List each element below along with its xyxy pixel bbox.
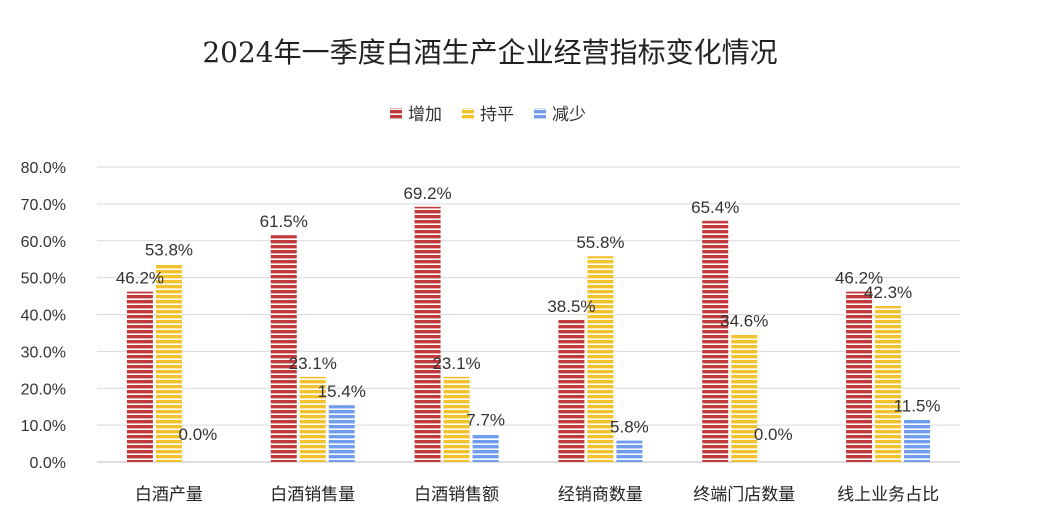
bar: [558, 320, 585, 462]
bar: [702, 220, 729, 462]
bar: [299, 376, 326, 462]
legend-swatch: [462, 108, 474, 120]
data-label: 61.5%: [260, 212, 308, 231]
legend-label: 减少: [552, 105, 586, 125]
legend-swatch: [390, 108, 402, 120]
data-label: 5.8%: [610, 418, 649, 437]
bar: [414, 206, 441, 462]
y-tick-label: 20.0%: [21, 381, 66, 398]
data-label: 15.4%: [318, 382, 366, 401]
bar: [472, 433, 499, 462]
data-label: 46.2%: [116, 269, 164, 288]
y-tick-label: 80.0%: [21, 160, 66, 177]
y-tick-label: 70.0%: [21, 197, 66, 214]
data-label: 53.8%: [145, 241, 193, 260]
legend-item: 增加: [390, 105, 442, 125]
chart-title: 2024年一季度白酒生产企业经营指标变化情况: [202, 36, 777, 69]
category-label: 白酒产量: [135, 485, 203, 505]
data-label: 55.8%: [576, 233, 624, 252]
bar: [875, 306, 902, 462]
data-label: 38.5%: [547, 297, 595, 316]
y-axis: 0.0% 10.0% 20.0% 30.0% 40.0% 50.0% 60.0% 70.0% 8…: [21, 160, 66, 472]
data-label: 23.1%: [289, 354, 337, 373]
bar: [731, 334, 758, 462]
data-label: 42.3%: [864, 283, 912, 302]
data-label: 0.0%: [754, 425, 793, 444]
category-label: 经销商数量: [558, 485, 643, 505]
y-tick-label: 30.0%: [21, 344, 66, 361]
data-label: 11.5%: [894, 397, 941, 416]
category-label: 白酒销售量: [270, 485, 355, 505]
data-label: 23.1%: [432, 354, 480, 373]
data-labels: 46.2% 53.8% 0.0% 61.5% 23.1% 15.4% 69.2% 23.1% 7…: [116, 184, 941, 444]
y-tick-label: 50.0%: [21, 271, 66, 288]
bar: [587, 256, 614, 462]
data-label: 65.4%: [691, 198, 739, 217]
y-tick-label: 0.0%: [30, 455, 66, 472]
bar: [616, 440, 643, 462]
legend: 增加 持平 减少: [390, 105, 586, 125]
bar: [155, 263, 182, 462]
legend-swatch: [534, 108, 546, 120]
data-label: 46.2%: [835, 269, 883, 288]
data-label: 7.7%: [466, 411, 505, 430]
legend-item: 减少: [534, 105, 586, 125]
data-label: 69.2%: [403, 184, 451, 203]
x-axis: 白酒产量 白酒销售量 白酒销售额 经销商数量 终端门店数量 线上业务占比: [135, 485, 939, 505]
data-label: 34.6%: [720, 311, 768, 330]
bar: [904, 419, 931, 462]
y-tick-label: 40.0%: [21, 308, 66, 325]
legend-label: 增加: [408, 105, 442, 125]
bar: [328, 405, 355, 462]
y-tick-label: 10.0%: [21, 418, 66, 435]
bar: [846, 291, 873, 462]
bar: [126, 291, 153, 462]
y-tick-label: 60.0%: [21, 234, 66, 251]
category-label: 白酒销售额: [414, 485, 499, 505]
legend-label: 持平: [480, 105, 514, 125]
legend-item: 持平: [462, 105, 514, 125]
bar: [443, 376, 470, 462]
bar: [270, 235, 297, 462]
bars: [126, 206, 931, 462]
category-label: 线上业务占比: [837, 485, 939, 505]
data-label: 0.0%: [179, 425, 218, 444]
grid: [97, 166, 960, 463]
category-label: 终端门店数量: [693, 485, 795, 505]
